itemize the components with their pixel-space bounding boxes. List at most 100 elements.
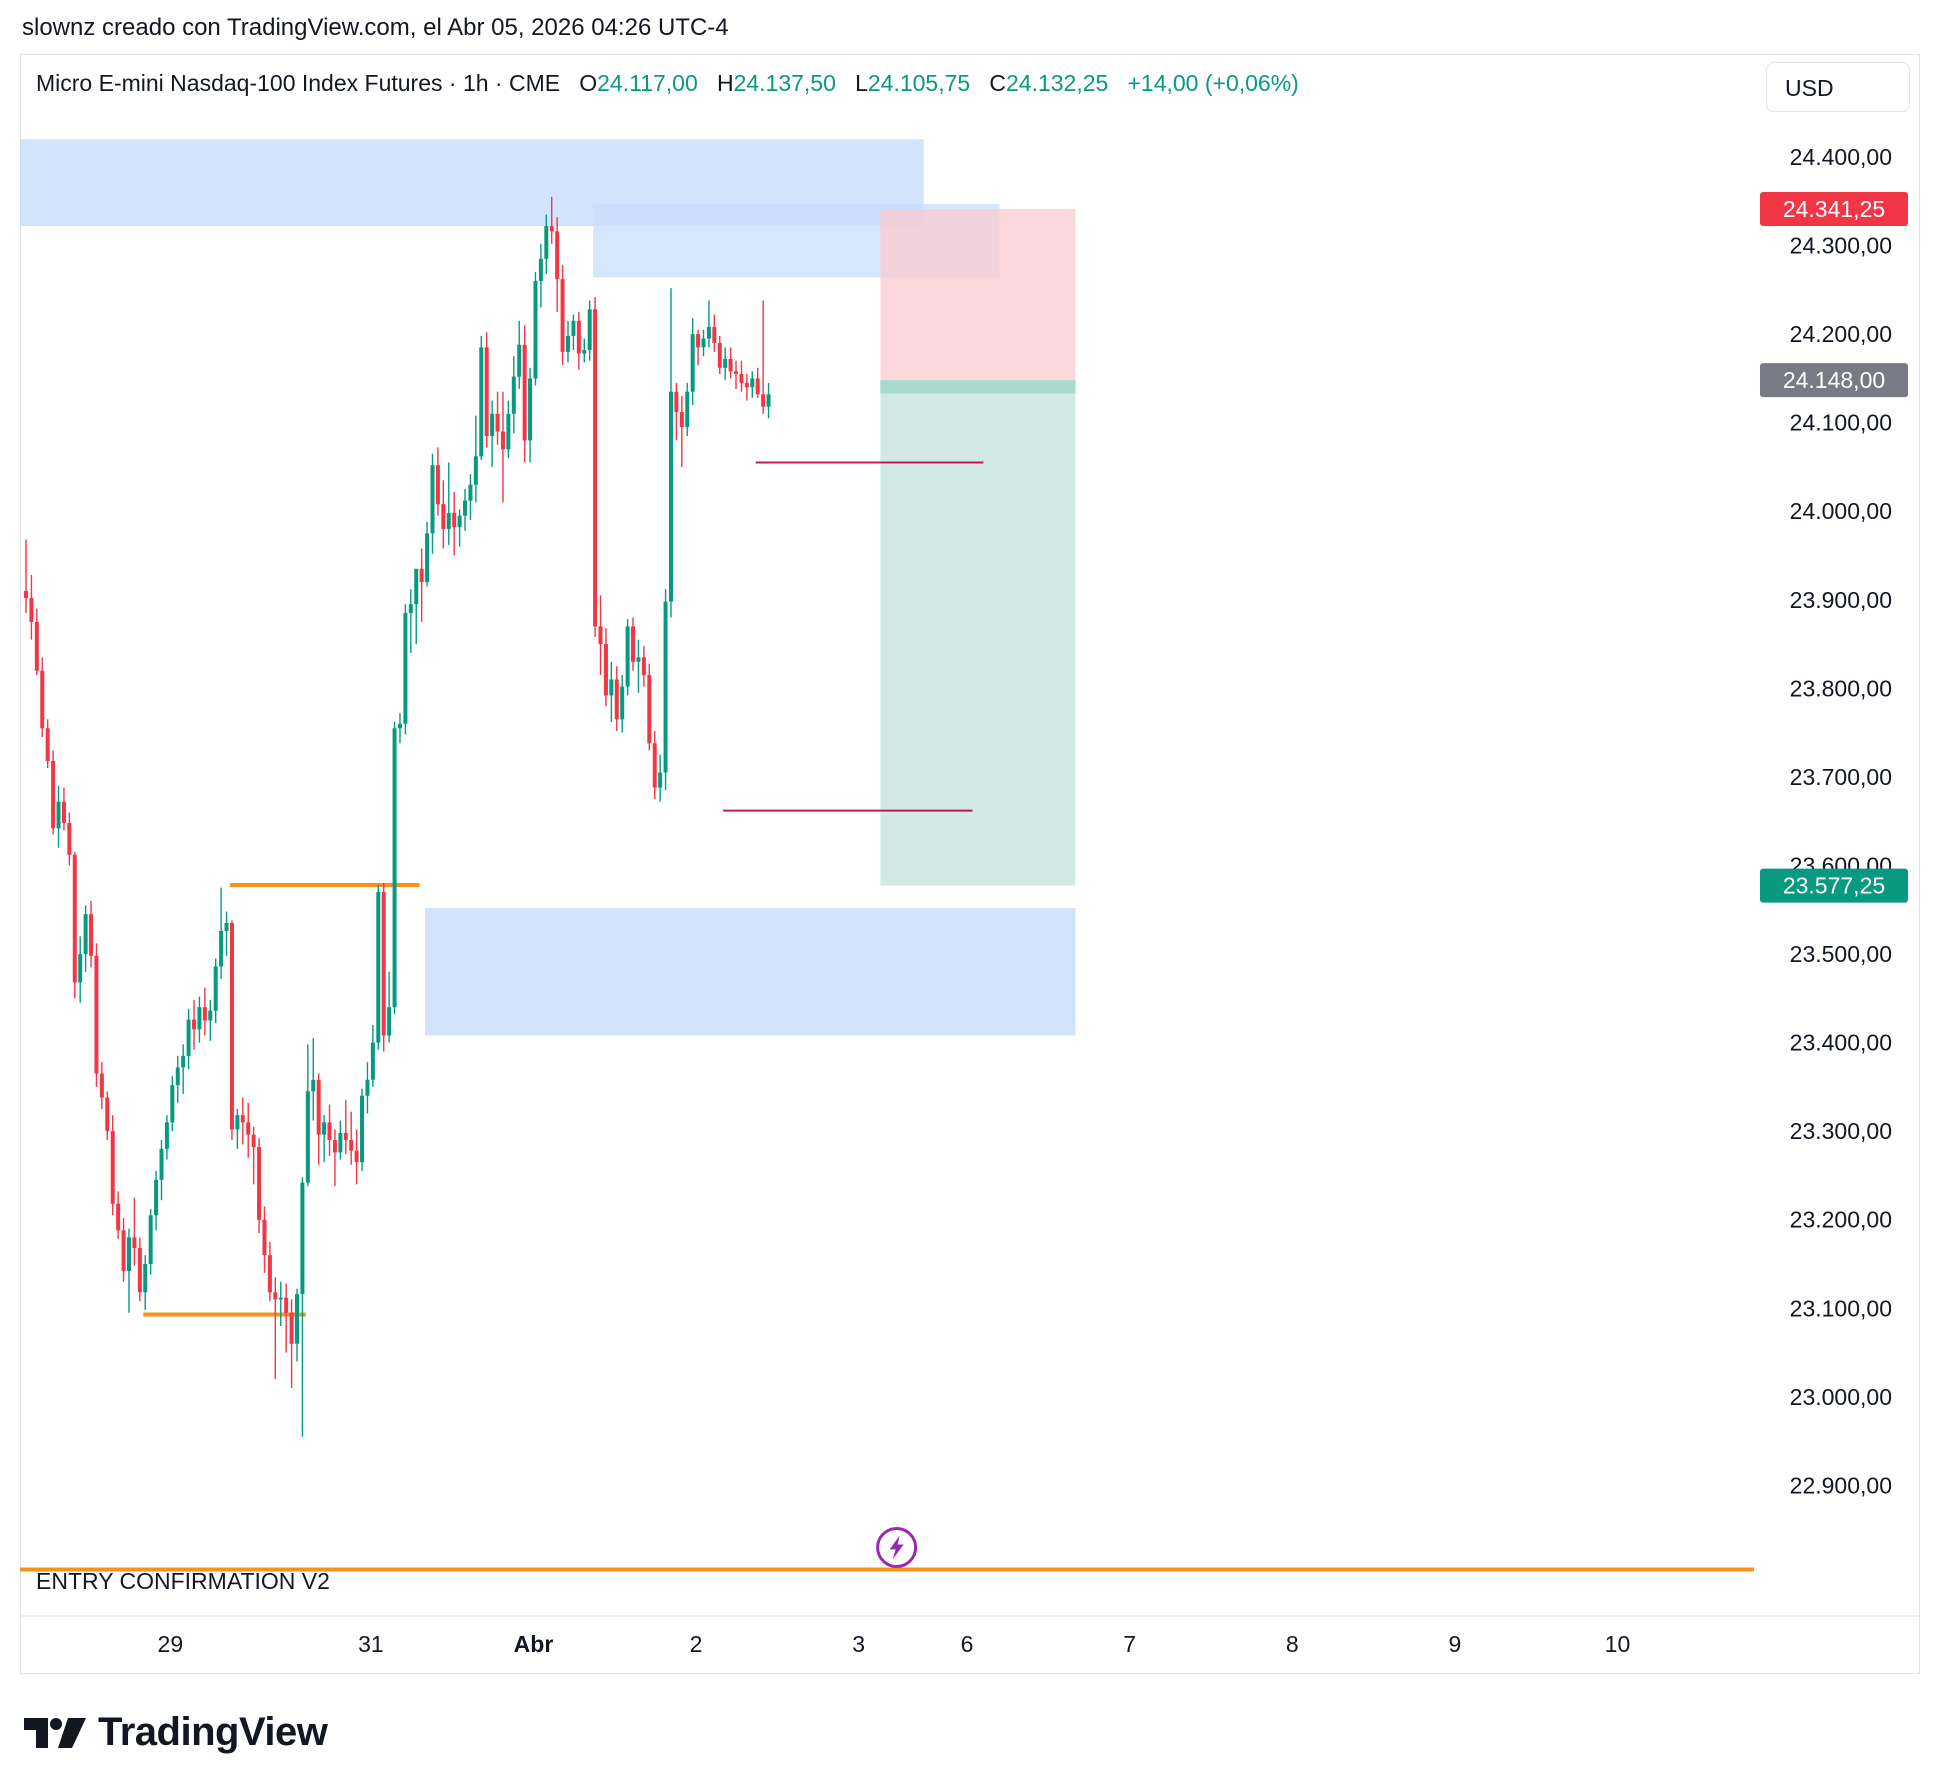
candle-body-down — [24, 590, 28, 599]
candle-body-up — [490, 413, 495, 436]
candle-body-up — [154, 1179, 159, 1216]
price-tick-label: 24.400,00 — [1790, 144, 1892, 170]
candle-body-up — [338, 1132, 343, 1153]
position-tool — [880, 209, 1076, 886]
candle-body-up — [723, 358, 728, 368]
stop-loss-zone — [880, 209, 1076, 381]
candle-body-up — [197, 1007, 202, 1030]
candle-body-up — [468, 484, 473, 501]
candle-body-up — [750, 378, 755, 388]
candle-body-down — [549, 226, 554, 232]
candle-body-down — [674, 391, 679, 413]
candle-body-down — [229, 923, 234, 1130]
candle-body-down — [598, 626, 603, 645]
candle-body-up — [376, 892, 381, 1043]
candle-body-up — [663, 601, 668, 773]
candle-body-down — [381, 892, 386, 1036]
open-label: O — [579, 70, 598, 96]
high-label: H — [716, 70, 734, 96]
candle-body-up — [625, 626, 630, 687]
candle-body-down — [273, 1292, 278, 1300]
candle-body-down — [555, 231, 560, 280]
candle-body-up — [506, 413, 511, 450]
tradingview-logo[interactable]: TradingView — [24, 1710, 328, 1755]
candle-body-up — [473, 456, 478, 485]
time-tick-label: 29 — [158, 1631, 184, 1657]
candle-body-up — [457, 515, 462, 528]
candle-body-down — [343, 1132, 348, 1141]
currency-button[interactable]: USD — [1766, 62, 1910, 112]
price-tick-label: 23.300,00 — [1790, 1118, 1892, 1144]
candle-body-up — [387, 1007, 392, 1036]
close-label: C — [989, 70, 1006, 96]
time-tick-label: 8 — [1286, 1631, 1299, 1657]
low-value: 24.105,75 — [867, 70, 971, 96]
candle-body-up — [208, 1010, 213, 1021]
candle-body-up — [78, 954, 83, 983]
candle-body-down — [614, 679, 619, 720]
candle-body-down — [435, 465, 440, 505]
candle-body-down — [40, 670, 45, 729]
candle-body-down — [257, 1147, 262, 1220]
price-tick-label: 23.000,00 — [1790, 1384, 1892, 1410]
candle-body-up — [511, 376, 516, 414]
candle-body-up — [213, 966, 218, 1011]
candle-body-down — [34, 621, 39, 671]
candle-body-down — [647, 675, 652, 744]
candle-body-down — [522, 344, 527, 441]
candle-body-up — [533, 280, 538, 379]
time-tick-label: 31 — [358, 1631, 384, 1657]
candle-body-up — [446, 513, 451, 529]
low-label: L — [855, 70, 868, 96]
candle-body-up — [690, 334, 695, 392]
candle-body-up — [636, 657, 641, 662]
candle-body-down — [99, 1073, 104, 1098]
price-axis: 24.400,00 24.300,00 24.200,00 24.100,00 24.0… — [1790, 144, 1892, 1498]
price-tick-label: 24.300,00 — [1790, 233, 1892, 259]
tradingview-logo-text: TradingView — [98, 1710, 328, 1754]
candle-body-down — [137, 1248, 142, 1293]
candle-body-up — [148, 1215, 153, 1264]
symbol-title[interactable]: Micro E-mini Nasdaq-100 Index Futures · … — [36, 70, 561, 96]
take-profit-zone — [880, 380, 1076, 886]
time-axis: 29 31 Abr 2 3 6 7 8 9 10 — [158, 1631, 1631, 1657]
candle-body-up — [175, 1067, 180, 1086]
price-tick-label: 24.200,00 — [1790, 321, 1892, 347]
candle-body-down — [116, 1203, 121, 1231]
candle-body-down — [29, 598, 34, 622]
candle-body-down — [246, 1122, 251, 1135]
candle-body-down — [593, 309, 598, 627]
chart-frame — [20, 54, 1920, 1674]
open-value: 24.117,00 — [597, 70, 698, 96]
candle-body-up — [224, 923, 229, 932]
candle-body-up — [403, 613, 408, 724]
candle-body-up — [170, 1085, 175, 1123]
supply-demand-zone — [425, 907, 1076, 1036]
candle-body-up — [430, 465, 435, 534]
price-tags: 24.341,25 24.148,00 23.577,25 — [1760, 192, 1908, 903]
candle-body-up — [658, 772, 663, 788]
candle-body-up — [766, 394, 771, 407]
candle-body-down — [452, 513, 457, 528]
candle-body-up — [566, 335, 570, 352]
candle-body-down — [641, 657, 646, 676]
candle-body-down — [712, 327, 717, 343]
entry-band — [880, 380, 1076, 394]
price-tick-label: 23.400,00 — [1790, 1030, 1892, 1056]
candle-body-up — [706, 327, 711, 339]
candle-body-down — [500, 431, 505, 450]
price-tick-label: 22.900,00 — [1790, 1472, 1892, 1498]
price-tick-label: 23.200,00 — [1790, 1207, 1892, 1233]
candle-body-down — [105, 1097, 110, 1132]
candle-body-up — [300, 1182, 305, 1295]
candle-body-down — [202, 1007, 207, 1021]
candle-body-up — [322, 1122, 327, 1135]
candle-body-down — [72, 854, 77, 983]
tradingview-logo-icon — [24, 1717, 86, 1748]
time-tick-label: 3 — [852, 1631, 865, 1657]
candle-body-down — [67, 822, 72, 855]
stop-price-tag-label: 24.341,25 — [1783, 196, 1885, 222]
candle-body-up — [164, 1122, 169, 1149]
candle-body-up — [668, 391, 673, 602]
